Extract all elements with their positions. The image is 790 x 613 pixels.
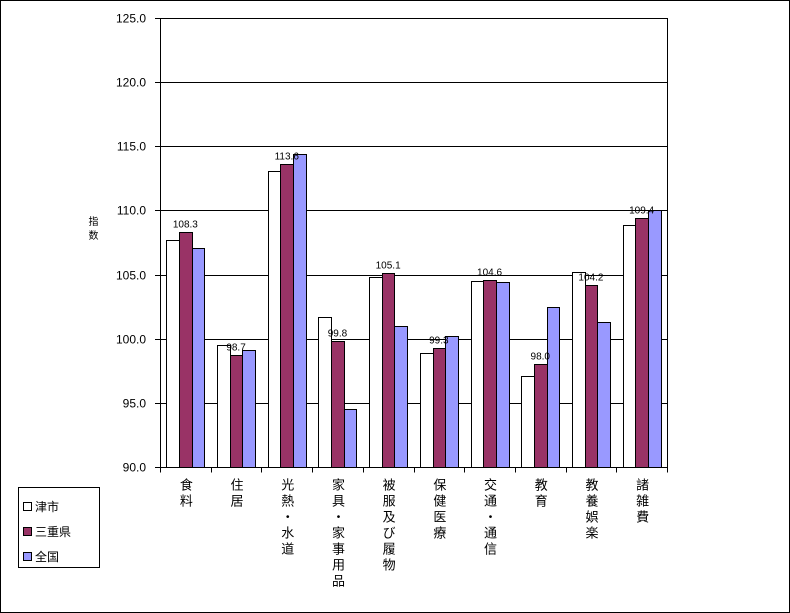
legend-item-national: 全国 bbox=[23, 548, 59, 564]
bar bbox=[394, 326, 408, 468]
data-label: 113.6 bbox=[275, 152, 300, 163]
y-tick-label: 90.0 bbox=[123, 461, 147, 475]
legend-item-mie: 三重県 bbox=[23, 523, 71, 539]
legend-item-tsu: 津市 bbox=[23, 498, 59, 514]
legend: 津市 三重県 全国 bbox=[18, 487, 100, 568]
bar bbox=[585, 285, 598, 468]
y-tick-label: 110.0 bbox=[117, 204, 146, 218]
bar bbox=[230, 355, 243, 468]
y-tick-label: 100.0 bbox=[116, 333, 146, 347]
bar bbox=[496, 282, 510, 468]
bar bbox=[331, 341, 345, 468]
bar bbox=[445, 336, 459, 468]
bar bbox=[382, 273, 395, 468]
bar bbox=[635, 218, 649, 468]
bar bbox=[293, 154, 307, 468]
data-label: 108.3 bbox=[173, 220, 198, 231]
legend-label-national: 全国 bbox=[35, 549, 60, 564]
data-label: 98.0 bbox=[531, 352, 551, 363]
bar bbox=[217, 345, 231, 468]
data-label: 99.3 bbox=[429, 336, 449, 347]
data-label: 109.4 bbox=[629, 206, 654, 217]
legend-swatch-tsu bbox=[23, 501, 32, 511]
y-tick-label: 95.0 bbox=[123, 397, 147, 411]
data-label: 104.2 bbox=[578, 273, 603, 284]
bar bbox=[547, 307, 560, 468]
legend-label-mie: 三重県 bbox=[35, 524, 72, 539]
data-label: 98.7 bbox=[226, 343, 246, 354]
y-tick-label: 115.0 bbox=[117, 140, 146, 154]
bar bbox=[471, 281, 484, 468]
legend-swatch-mie bbox=[23, 526, 32, 536]
bar bbox=[433, 348, 446, 468]
bar bbox=[597, 322, 611, 468]
bar bbox=[268, 171, 281, 468]
data-label: 105.1 bbox=[376, 261, 401, 272]
bar bbox=[242, 350, 256, 468]
bar bbox=[318, 317, 332, 468]
bar bbox=[420, 353, 434, 468]
y-tick-label: 105.0 bbox=[116, 269, 146, 283]
bar bbox=[369, 277, 383, 468]
bar bbox=[192, 248, 205, 468]
bar bbox=[344, 409, 357, 468]
bar bbox=[166, 240, 180, 468]
bar bbox=[534, 364, 548, 468]
legend-swatch-national bbox=[23, 551, 32, 561]
bar bbox=[483, 280, 497, 468]
data-label: 99.8 bbox=[328, 329, 348, 340]
y-axis-title: 指数 bbox=[86, 216, 97, 244]
y-tick-label: 125.0 bbox=[116, 12, 146, 26]
bar bbox=[280, 164, 294, 468]
bar bbox=[179, 232, 193, 468]
data-label: 104.6 bbox=[477, 268, 502, 279]
y-tick-label: 120.0 bbox=[116, 76, 146, 90]
bar bbox=[648, 210, 662, 468]
bar bbox=[623, 225, 636, 468]
bar bbox=[572, 272, 586, 468]
bar bbox=[521, 376, 535, 468]
legend-label-tsu: 津市 bbox=[35, 499, 60, 514]
